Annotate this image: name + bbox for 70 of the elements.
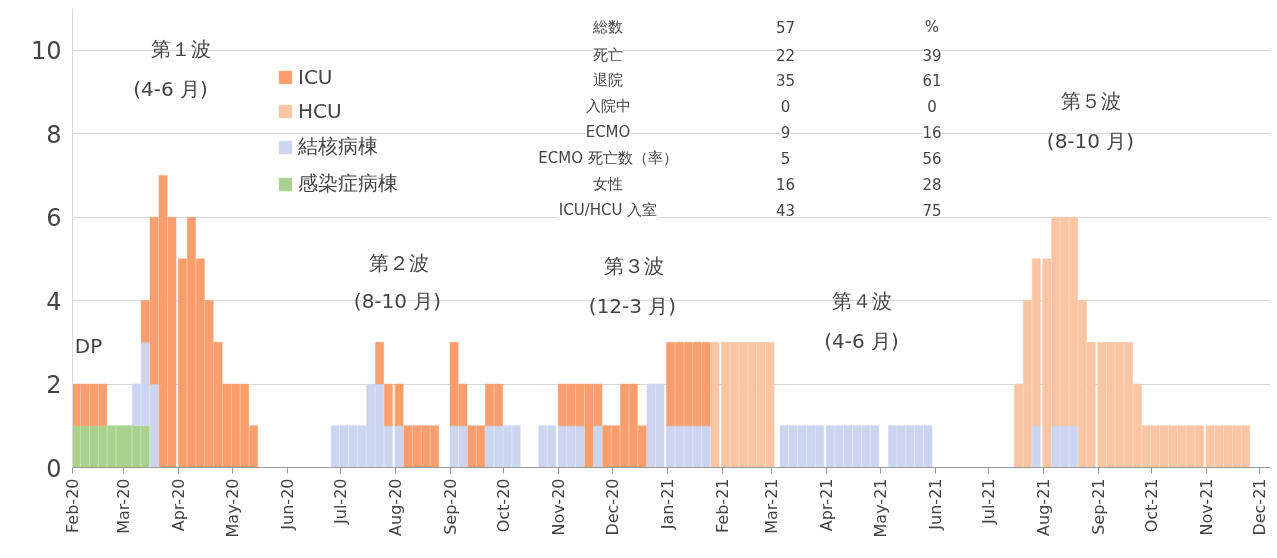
y-tick-label: 6 [46, 204, 62, 233]
annotation: 39 [922, 46, 942, 65]
annotation: (12-3 月) [588, 293, 677, 318]
x-tick-label: Mar-21 [762, 478, 782, 534]
y-tick-label: 0 [46, 454, 62, 483]
annotation: ECMO 死亡数（率） [538, 149, 678, 168]
annotation: DP [74, 333, 103, 358]
annotation: (8-10 月) [1046, 128, 1135, 153]
annotation: 57 [775, 18, 796, 37]
annotation: 0 [927, 98, 937, 117]
annotation: (4-6 月) [824, 328, 899, 353]
annotation: % [924, 17, 940, 36]
y-tick-label: 4 [46, 287, 62, 316]
x-tick-label: Dec-20 [602, 478, 622, 536]
x-tick-label: Oct-20 [494, 478, 514, 533]
annotation: 第４波 [831, 288, 892, 313]
annotation: 第１波 [150, 36, 211, 61]
annotation: 5 [780, 150, 791, 169]
annotation: 死亡 [593, 45, 623, 64]
y-tick-label: 8 [46, 120, 62, 149]
x-tick-label: Jan-21 [657, 478, 677, 531]
bar [1031, 425, 1041, 468]
annotation: 入院中 [585, 97, 631, 116]
x-tick-label: Oct-21 [1142, 478, 1162, 533]
x-tick-label: Feb-21 [712, 478, 732, 533]
x-tick-label: May-21 [870, 478, 890, 538]
x-tick-label: Sep-20 [441, 478, 461, 535]
annotation: 総数 [592, 17, 623, 36]
annotation: 0 [780, 98, 791, 117]
annotation: 22 [775, 46, 796, 65]
x-tick-label: Apr-20 [169, 478, 189, 532]
y-tick-label: 10 [30, 37, 62, 66]
annotation: 第５波 [1060, 88, 1121, 113]
annotation: 75 [922, 201, 942, 220]
annotation: 56 [922, 150, 942, 169]
x-tick-label: Jun-21 [925, 478, 945, 531]
x-tick-label: May-20 [222, 478, 242, 538]
x-tick-label: Nov-21 [1197, 478, 1217, 536]
x-tick-label: Mar-20 [114, 478, 134, 534]
legend-label: 結核病棟 [298, 133, 378, 160]
annotation: (4-6 月) [133, 76, 208, 101]
annotation: 第２波 [368, 250, 429, 275]
annotation: (8-10 月) [353, 288, 442, 313]
annotation: 第３波 [603, 253, 664, 278]
x-tick-label: Aug-21 [1033, 478, 1053, 536]
annotation: 退院 [593, 71, 623, 90]
x-tick-label: Jun-20 [277, 478, 297, 531]
x-tick-label: Feb-20 [63, 478, 82, 533]
annotation: ICU/HCU 入室 [558, 200, 658, 219]
annotation: 28 [922, 176, 942, 194]
x-tick-label: Aug-20 [386, 478, 406, 536]
annotation: 35 [775, 72, 796, 91]
annotation: 43 [775, 201, 796, 220]
x-tick-label: Dec-21 [1250, 478, 1270, 536]
bar [593, 425, 603, 468]
x-tick-label: Jul-20 [331, 478, 350, 525]
x-tick-label: Apr-21 [817, 478, 837, 532]
x-tick-label: Sep-21 [1088, 478, 1108, 535]
annotation: 16 [922, 124, 942, 143]
legend-label: HCU [298, 99, 342, 123]
annotation: 9 [780, 124, 791, 143]
legend-label: 感染症病棟 [298, 170, 398, 197]
y-tick-label: 2 [46, 371, 62, 400]
annotation: 61 [922, 72, 942, 91]
annotation: ECMO [585, 123, 631, 142]
annotation: 16 [775, 176, 796, 194]
x-tick-label: Nov-20 [549, 478, 569, 536]
annotation: 女性 [593, 175, 623, 193]
legend-label: ICU [298, 65, 333, 89]
x-tick-label: Jul-21 [978, 478, 998, 525]
